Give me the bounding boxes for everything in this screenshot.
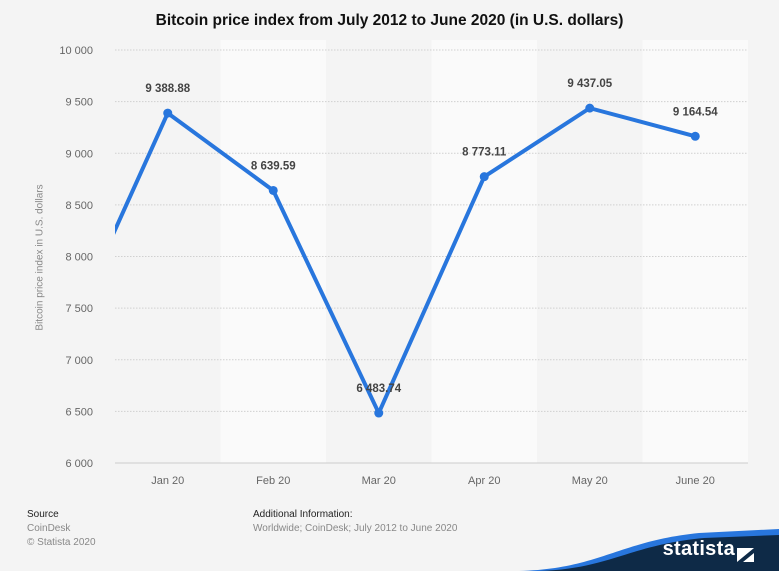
source-block: Source CoinDesk © Statista 2020 — [27, 508, 96, 550]
logo-mark-icon — [737, 548, 754, 562]
data-label: 8 639.59 — [251, 160, 296, 172]
data-point — [163, 108, 173, 118]
y-tick-label: 10 000 — [59, 45, 93, 57]
y-tick-label: 8 000 — [65, 252, 93, 264]
data-label: 9 164.54 — [673, 106, 718, 118]
y-tick-label: 9 500 — [65, 97, 93, 109]
info-text: Worldwide; CoinDesk; July 2012 to June 2… — [253, 523, 458, 534]
y-tick-label: 7 500 — [65, 303, 93, 315]
y-tick-label: 6 500 — [65, 406, 93, 418]
source-heading: Source — [27, 509, 59, 520]
copyright-text: © Statista 2020 — [27, 537, 96, 548]
data-point — [585, 103, 595, 113]
data-label: 8 773.11 — [462, 147, 507, 159]
category-band — [537, 40, 643, 463]
y-tick-label: 6 000 — [65, 458, 93, 470]
data-point — [690, 131, 700, 141]
y-tick-label: 7 000 — [65, 355, 93, 367]
logo-swoosh — [519, 529, 779, 571]
category-band — [326, 40, 432, 463]
category-band — [115, 40, 221, 463]
data-label: 6 483.74 — [356, 383, 401, 395]
category-band — [220, 40, 326, 463]
x-tick-label: Feb 20 — [256, 475, 290, 487]
x-tick-label: May 20 — [572, 475, 608, 487]
x-tick-label: Apr 20 — [468, 475, 500, 487]
data-point — [268, 185, 278, 195]
x-tick-label: Mar 20 — [362, 475, 396, 487]
brand-name: statista — [662, 538, 735, 560]
y-tick-label: 9 000 — [65, 148, 93, 160]
x-tick-label: June 20 — [676, 475, 715, 487]
x-tick-label: Jan 20 — [151, 475, 184, 487]
y-tick-label: 8 500 — [65, 200, 93, 212]
category-band — [431, 40, 537, 463]
data-label: 9 388.88 — [145, 83, 190, 95]
data-point — [374, 408, 384, 418]
data-point — [479, 172, 489, 182]
chart-title: Bitcoin price index from July 2012 to Ju… — [155, 12, 624, 29]
category-band — [642, 40, 748, 463]
info-heading: Additional Information: — [253, 509, 353, 520]
line-chart: 6 000 6 500 7 000 7 500 8 000 8 500 9 000 9 500… — [59, 40, 748, 487]
source-text: CoinDesk — [27, 523, 71, 534]
statista-logo[interactable]: statista — [519, 521, 779, 571]
data-label: 9 437.05 — [567, 78, 612, 90]
additional-info-block: Additional Information: Worldwide; CoinD… — [253, 508, 457, 536]
